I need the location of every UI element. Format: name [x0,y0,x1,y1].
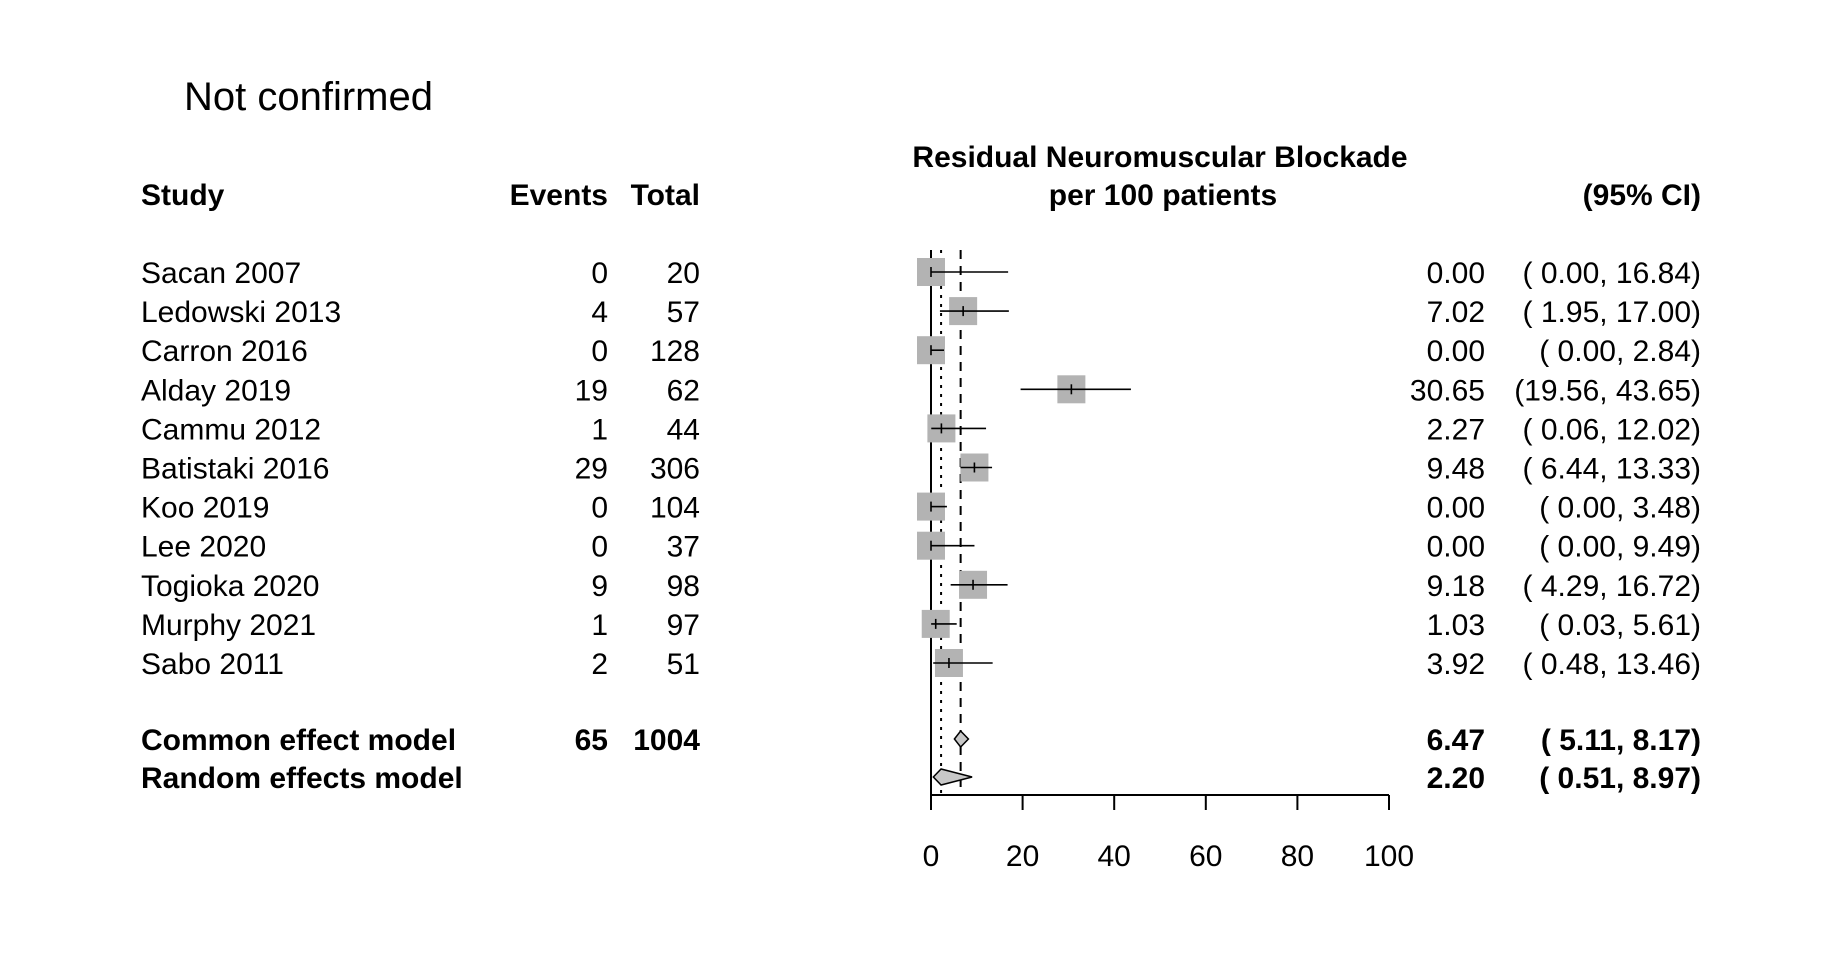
study-events: 19 [575,374,608,407]
study-total: 104 [650,492,700,525]
study-label: Togioka 2020 [141,570,319,603]
study-events: 0 [591,335,608,368]
forest-rows: Sacan 2007 0 20 0.00( 0.00, 16.84)Ledowski … [141,257,1701,795]
summary-total: 1004 [633,724,700,757]
study-total: 20 [667,257,700,290]
study-total: 37 [667,531,700,564]
study-events: 29 [575,453,608,486]
study-estimate: 0.00 [1427,531,1485,564]
study-label: Cammu 2012 [141,413,321,446]
x-axis-tick-label: 60 [1189,840,1222,873]
study-label: Sabo 2011 [141,648,284,681]
header-total: Total [631,179,700,212]
study-label: Ledowski 2013 [141,296,341,329]
forest-marks [917,250,1131,795]
study-estimate: 3.92 [1427,648,1485,681]
study-ci: ( 0.00, 16.84) [1523,257,1701,290]
study-events: 1 [591,609,608,642]
study-label: Murphy 2021 [141,609,316,642]
study-ci: ( 0.00, 9.49) [1539,531,1701,564]
study-total: 97 [667,609,700,642]
study-estimate: 0.00 [1427,335,1485,368]
summary-diamond [932,768,973,786]
study-ci: ( 0.48, 13.46) [1523,648,1701,681]
summary-label: Common effect model [141,724,456,757]
study-ci: ( 6.44, 13.33) [1523,453,1701,486]
study-ci: ( 0.00, 2.84) [1539,335,1701,368]
study-events: 9 [591,570,608,603]
study-estimate: 1.03 [1427,609,1485,642]
summary-diamond [953,729,970,749]
study-label: Alday 2019 [141,374,291,407]
study-label: Sacan 2007 [141,257,301,290]
study-total: 128 [650,335,700,368]
plot-title-line1: Residual Neuromuscular Blockade [912,141,1407,174]
study-label: Koo 2019 [141,492,269,525]
summary-ci: ( 5.11, 8.17) [1541,724,1701,757]
x-axis-tick-label: 80 [1281,840,1314,873]
study-estimate: 9.48 [1427,453,1485,486]
study-ci: (19.56, 43.65) [1514,374,1701,407]
header-study: Study [141,179,225,212]
study-total: 62 [667,374,700,407]
study-events: 4 [591,296,608,329]
x-axis-tick-label: 20 [1006,840,1039,873]
study-ci: ( 0.03, 5.61) [1539,609,1701,642]
study-total: 306 [650,453,700,486]
study-ci: ( 0.06, 12.02) [1523,413,1701,446]
study-estimate: 2.27 [1427,413,1485,446]
header-events: Events [510,179,608,212]
study-estimate: 0.00 [1427,492,1485,525]
study-label: Lee 2020 [141,531,266,564]
study-estimate: 0.00 [1427,257,1485,290]
study-total: 44 [667,413,700,446]
study-events: 1 [591,413,608,446]
study-ci: ( 1.95, 17.00) [1523,296,1701,329]
study-ci: ( 4.29, 16.72) [1523,570,1701,603]
study-estimate: 30.65 [1410,374,1485,407]
study-estimate: 7.02 [1427,296,1485,329]
plot-title-line2: per 100 patients [1049,179,1277,212]
study-events: 0 [591,257,608,290]
study-total: 51 [667,648,700,681]
x-axis-tick-label: 100 [1364,840,1414,873]
summary-estimate: 6.47 [1427,724,1485,757]
x-axis-tick-label: 0 [923,840,940,873]
summary-events: 65 [575,724,608,757]
summary-label: Random effects model [141,762,463,795]
study-events: 0 [591,492,608,525]
x-axis-tick-label: 40 [1098,840,1131,873]
study-events: 2 [591,648,608,681]
study-total: 98 [667,570,700,603]
study-ci: ( 0.00, 3.48) [1539,492,1701,525]
study-label: Carron 2016 [141,335,308,368]
header-ci: (95% CI) [1583,179,1701,212]
study-events: 0 [591,531,608,564]
summary-estimate: 2.20 [1427,762,1485,795]
study-estimate: 9.18 [1427,570,1485,603]
panel-title: Not confirmed [184,75,433,119]
x-axis: 0 20 40 60 80 100 [923,794,1414,873]
study-label: Batistaki 2016 [141,453,329,486]
study-total: 57 [667,296,700,329]
summary-ci: ( 0.51, 8.97) [1539,762,1701,795]
